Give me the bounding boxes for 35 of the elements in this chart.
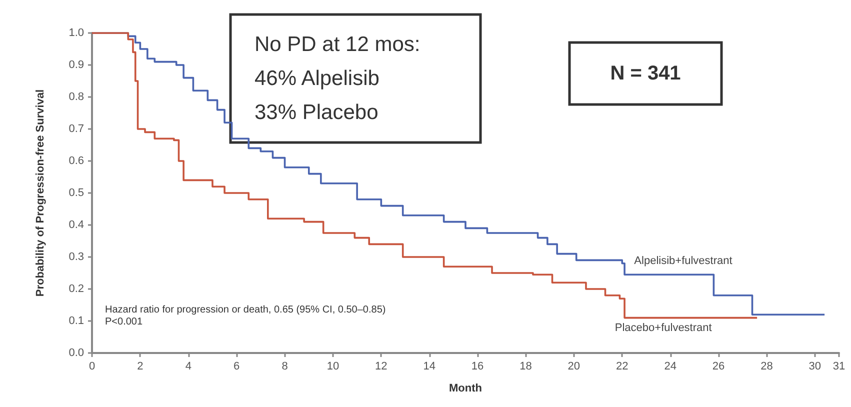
annotation: No PD at 12 mos: 46% Alpelisib 33% Placebo	[254, 33, 420, 124]
x-tick-label: 28	[760, 360, 773, 372]
series-label: Alpelisib+fulvestrant	[634, 255, 732, 268]
x-tick-label: 12	[375, 360, 388, 372]
y-tick-label: 1.0	[68, 27, 84, 39]
x-tick-label: 20	[568, 360, 580, 372]
x-tick-label: 22	[616, 360, 628, 372]
x-axis-title: Month	[449, 382, 482, 394]
x-tick-label: 26	[712, 360, 725, 372]
y-tick-label: 0.8	[68, 91, 84, 103]
y-tick-label: 0.9	[68, 59, 84, 71]
x-tick-label: 14	[423, 360, 436, 372]
y-tick-label: 0.2	[68, 283, 84, 295]
x-tick-label: 2	[137, 360, 144, 372]
x-tick-label: 30	[808, 360, 822, 372]
y-tick-label: 0.4	[68, 219, 84, 231]
y-tick-label: 0.6	[68, 155, 84, 167]
y-tick-label: 0.1	[68, 315, 84, 327]
annotation: N = 341	[610, 62, 681, 84]
annotation: Hazard ratio for progression or death, 0.65 (95% CI, 0.50–0.85) P<0.001	[105, 304, 386, 328]
series-label: Placebo+fulvestrant	[614, 322, 712, 334]
y-tick-label: 0.0	[68, 347, 84, 359]
x-tick-label: 8	[282, 360, 288, 372]
x-tick-label: 4	[185, 360, 192, 372]
y-tick-label: 0.7	[68, 123, 84, 135]
x-tick-label: 31	[832, 360, 846, 372]
x-tick-label: 16	[471, 360, 484, 372]
x-tick-label: 0	[88, 360, 96, 372]
x-tick-label: 18	[520, 360, 532, 372]
x-tick-label: 6	[234, 360, 240, 372]
x-tick-label: 24	[664, 360, 676, 372]
y-axis-title: Probability of Progression-free Survival	[34, 89, 46, 297]
y-tick-label: 0.3	[68, 251, 84, 263]
x-tick-label: 10	[326, 360, 340, 372]
y-tick-label: 0.5	[68, 187, 84, 199]
